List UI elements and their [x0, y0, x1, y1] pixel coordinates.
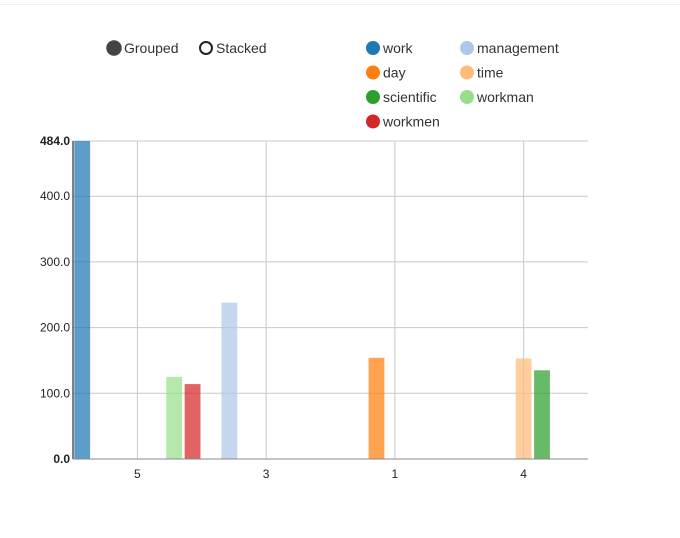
legend-label[interactable]: work — [382, 40, 414, 56]
legend-label[interactable]: day — [383, 65, 406, 81]
grouped-label[interactable]: Grouped — [124, 40, 178, 56]
legend-item-workman[interactable]: workman — [460, 89, 534, 105]
legend-swatch-icon[interactable] — [366, 41, 380, 55]
bar-time-4[interactable] — [515, 358, 532, 459]
legend-item-time[interactable]: time — [460, 65, 504, 81]
bar-scientific-4[interactable] — [534, 370, 550, 459]
x-tick-label: 1 — [392, 467, 399, 481]
stacked-option[interactable]: Stacked — [199, 40, 267, 56]
y-tick-label: 0.0 — [53, 452, 70, 466]
x-tick-label: 4 — [520, 467, 527, 481]
legend-item-day[interactable]: day — [366, 65, 406, 81]
bar-workman-5[interactable] — [166, 376, 183, 459]
y-tick-label: 484.0 — [40, 134, 70, 148]
y-tick-label: 300.0 — [40, 255, 70, 269]
bar-workmen-5[interactable] — [184, 384, 201, 459]
legend-swatch-icon[interactable] — [366, 65, 380, 80]
legend-swatch-icon[interactable] — [366, 90, 380, 104]
stacked-radio-icon[interactable] — [199, 41, 213, 55]
stacked-label[interactable]: Stacked — [216, 40, 267, 56]
bar-management-3[interactable] — [221, 302, 238, 459]
legend-item-management[interactable]: management — [460, 40, 559, 56]
bar-day-1[interactable] — [368, 357, 385, 459]
legend-label[interactable]: management — [477, 40, 559, 56]
grouped-option[interactable]: Grouped — [106, 40, 178, 56]
legend-label[interactable]: scientific — [383, 89, 437, 105]
top-divider — [0, 4, 680, 5]
legend[interactable]: work management day time scientific workman wo… — [366, 40, 559, 130]
legend-swatch-icon[interactable] — [460, 90, 474, 104]
x-tick-label: 5 — [134, 467, 141, 481]
legend-label[interactable]: workmen — [382, 114, 440, 130]
legend-item-scientific[interactable]: scientific — [366, 89, 437, 105]
legend-swatch-icon[interactable] — [366, 114, 380, 129]
legend-label[interactable]: workman — [476, 89, 534, 105]
y-tick-label: 200.0 — [40, 321, 70, 335]
legend-swatch-icon[interactable] — [460, 65, 474, 80]
grouped-radio-icon[interactable] — [106, 40, 122, 56]
mode-toggle[interactable]: Grouped Stacked — [106, 40, 267, 56]
legend-label[interactable]: time — [477, 65, 504, 81]
axes: 0.0 100.0 200.0 300.0 400.0 484.0 5 3 1 4 — [40, 134, 588, 481]
x-tick-label: 3 — [263, 467, 270, 481]
legend-swatch-icon[interactable] — [460, 41, 474, 55]
legend-item-workmen[interactable]: workmen — [366, 114, 440, 130]
grid — [73, 140, 588, 459]
legend-item-work[interactable]: work — [366, 40, 414, 56]
y-tick-label: 100.0 — [40, 386, 70, 400]
bar-work-5[interactable] — [74, 141, 91, 459]
y-tick-label: 400.0 — [40, 189, 70, 203]
bars — [74, 141, 550, 459]
